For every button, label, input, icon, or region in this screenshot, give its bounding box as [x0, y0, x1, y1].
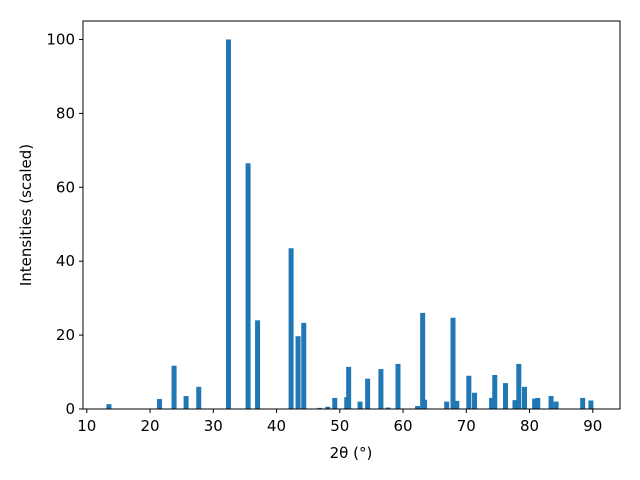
bar — [516, 363, 522, 409]
x-axis-label: 2θ (°) — [330, 444, 373, 462]
x-tick-label: 30 — [204, 417, 223, 435]
x-tick-label: 50 — [330, 417, 349, 435]
bar — [196, 386, 202, 409]
bar — [225, 39, 231, 409]
y-axis-label: Intensities (scaled) — [17, 144, 35, 286]
bar — [472, 392, 478, 409]
bar — [512, 400, 518, 409]
bar — [450, 317, 456, 409]
bar — [580, 397, 586, 409]
bar — [503, 383, 509, 409]
bar — [157, 399, 163, 409]
y-tick-label: 0 — [65, 400, 75, 418]
x-tick-label: 60 — [394, 417, 413, 435]
bar — [106, 404, 112, 409]
bar — [365, 378, 371, 409]
x-tick-label: 20 — [140, 417, 159, 435]
bar — [521, 386, 527, 409]
bar — [317, 407, 323, 409]
y-tick-label: 60 — [56, 178, 75, 196]
bar — [535, 397, 541, 409]
bar — [395, 363, 401, 409]
x-tick-label: 70 — [457, 417, 476, 435]
bar — [332, 397, 338, 409]
bar — [385, 407, 391, 409]
bar — [301, 322, 307, 409]
x-tick-label: 40 — [267, 417, 286, 435]
y-tick-label: 40 — [56, 252, 75, 270]
bar — [415, 406, 421, 409]
bar — [492, 375, 498, 409]
plot-frame — [82, 20, 621, 410]
bar — [422, 399, 428, 409]
bar — [489, 397, 495, 409]
x-tick-label: 80 — [520, 417, 539, 435]
bar — [548, 396, 554, 409]
y-tick-label: 20 — [56, 326, 75, 344]
bar — [245, 163, 251, 409]
bar — [378, 369, 384, 409]
bar — [295, 336, 301, 409]
bar — [357, 401, 363, 409]
bar — [255, 320, 261, 409]
bar — [454, 400, 460, 409]
x-tick-label: 90 — [583, 417, 602, 435]
bar — [346, 366, 352, 409]
bar — [171, 365, 177, 409]
y-tick-label: 80 — [56, 104, 75, 122]
bar — [466, 375, 472, 409]
y-tick-label: 100 — [46, 30, 75, 48]
bar — [532, 398, 538, 409]
bar — [420, 312, 426, 409]
bar — [588, 400, 594, 409]
bar — [553, 401, 559, 409]
bar — [288, 248, 294, 409]
x-tick-label: 10 — [77, 417, 96, 435]
bar — [325, 406, 331, 409]
bar — [444, 401, 450, 409]
bar — [183, 396, 189, 409]
